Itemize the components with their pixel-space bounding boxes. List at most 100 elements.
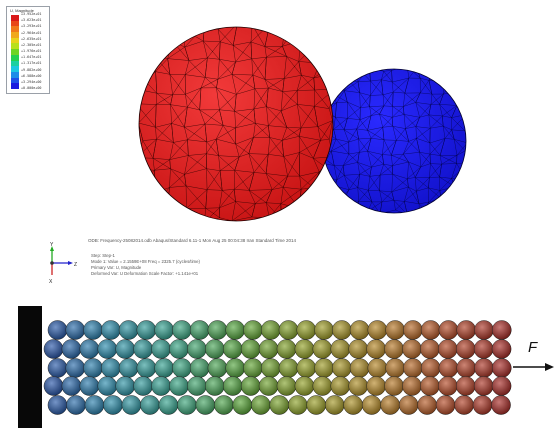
chain-sphere-shade (296, 320, 316, 340)
legend-swatch (11, 49, 19, 56)
chain-sphere-shade (190, 358, 210, 378)
chain-sphere-shade (348, 376, 368, 396)
chain-sphere-shade (343, 395, 363, 415)
legend-swatch (11, 71, 19, 78)
chain-sphere-shade (115, 339, 135, 359)
axis-x-label: X (49, 279, 53, 285)
chain-sphere-shade (438, 358, 458, 378)
chain-sphere-shade (399, 395, 419, 415)
chain-sphere-shade (158, 395, 178, 415)
chain-sphere-shade (384, 376, 404, 396)
chain-sphere-shade (380, 395, 400, 415)
chain-sphere-shade (348, 339, 368, 359)
chain-sphere-shade (207, 358, 227, 378)
chain-sphere-shade (421, 358, 441, 378)
chain-sphere-shade (492, 320, 512, 340)
deformed-var-text: Deformed Var: U Deformation Scale Factor… (91, 271, 199, 276)
legend-value: +0.000e+00 (21, 86, 42, 90)
chain-sphere-shade (436, 395, 456, 415)
chain-sphere-shade (279, 320, 298, 340)
chain-sphere-shade (187, 376, 207, 396)
chain-sphere-shade (223, 376, 243, 396)
chain-sphere-shade (140, 395, 160, 415)
chain-sphere-shade (474, 339, 494, 359)
left-sphere (138, 26, 334, 222)
chain-sphere-shade (232, 395, 252, 415)
force-label: F (528, 339, 538, 356)
chain-sphere-shade (133, 339, 153, 359)
chain-sphere-shade (205, 376, 225, 396)
chain-sphere-shade (261, 358, 281, 378)
legend-value: +3.623e+01 (21, 18, 42, 23)
chain-sphere-shade (473, 395, 493, 415)
right-sphere (321, 68, 467, 214)
chain-sphere-shade (330, 339, 350, 359)
chain-sphere-shade (241, 339, 261, 359)
chain-sphere-shade (492, 339, 512, 359)
chain-sphere-shade (421, 320, 441, 340)
legend-value: +6.588e+00 (21, 73, 42, 78)
chain-sphere-shade (279, 358, 298, 378)
chain-sphere-shade (456, 320, 476, 340)
chain-sphere-shade (225, 320, 245, 340)
chain-sphere-shade (97, 339, 117, 359)
chain-sphere-shade (241, 376, 261, 396)
step-info-block: Step: Step-1 Mode 1: Value = 2.1559E+08 … (91, 253, 200, 277)
chain-sphere-shade (259, 376, 279, 396)
chain-sphere-shade (402, 339, 422, 359)
legend-value: +3.952e+01 (21, 12, 42, 16)
chain-sphere-shade (402, 376, 422, 396)
chain-sphere-shade (207, 320, 227, 340)
chain-sphere-shade (169, 376, 189, 396)
chain-sphere-shade (251, 395, 271, 415)
chain-sphere-shade (119, 320, 139, 340)
chain-sphere-shade (151, 376, 171, 396)
odb-info-line: ODB: Frequency-25082014.odb Abaqus/Stand… (88, 238, 297, 243)
chain-sphere-shade (65, 358, 85, 378)
chain-sphere-shade (172, 320, 192, 340)
force-arrow-icon (513, 363, 554, 371)
chain-sphere-shade (314, 358, 334, 378)
chain-sphere-shade (261, 320, 281, 340)
chain-sphere-shade (294, 339, 314, 359)
chain-sphere-shade (491, 395, 511, 415)
step-text: Step: Step-1 (91, 253, 115, 258)
legend-value: +1.317e+01 (21, 61, 42, 66)
chain-sphere-shade (61, 376, 81, 396)
chain-sphere-shade (294, 376, 314, 396)
axis-y-label: Y (50, 242, 54, 248)
chain-sphere-shade (269, 395, 289, 415)
legend-swatch (11, 43, 19, 50)
chain-sphere-shade (325, 395, 345, 415)
chain-sphere-shade (367, 320, 387, 340)
chain-sphere-shade (314, 320, 334, 340)
chain-sphere-shade (438, 339, 458, 359)
chain-sphere-shade (332, 320, 352, 340)
chain-sphere-shade (223, 339, 243, 359)
chain-sphere-shade (259, 339, 279, 359)
chain-sphere-shade (169, 339, 189, 359)
axis-z-label: Z (74, 262, 78, 268)
legend-swatch (11, 15, 19, 21)
chain-sphere-shade (115, 376, 135, 396)
chain-sphere-shade (288, 395, 308, 415)
mode-text: Mode 1: Value = 2.1559E+08 Freq = 2325.7… (91, 259, 200, 264)
chain-sphere-shade (350, 358, 370, 378)
chain-sphere-shade (48, 358, 67, 378)
chain-sphere-shade (456, 339, 476, 359)
chain-sphere-shade (44, 376, 63, 396)
legend-value: +2.964e+01 (21, 30, 42, 35)
chain-sphere-shade (330, 376, 350, 396)
chain-sphere-shade (474, 320, 494, 340)
chain-sphere-shade (350, 320, 370, 340)
chain-sphere-shade (154, 320, 174, 340)
chain-sphere-shade (48, 395, 67, 415)
chain-sphere-shade (277, 339, 296, 359)
chain-sphere-shade (362, 395, 382, 415)
chain-sphere-shade (332, 358, 352, 378)
chain-sphere-shade (385, 358, 405, 378)
chain-sphere-shade (214, 395, 234, 415)
legend-title: U, Magnitude (10, 8, 34, 13)
legend-color-bar (11, 15, 19, 90)
legend-swatch (11, 66, 19, 73)
